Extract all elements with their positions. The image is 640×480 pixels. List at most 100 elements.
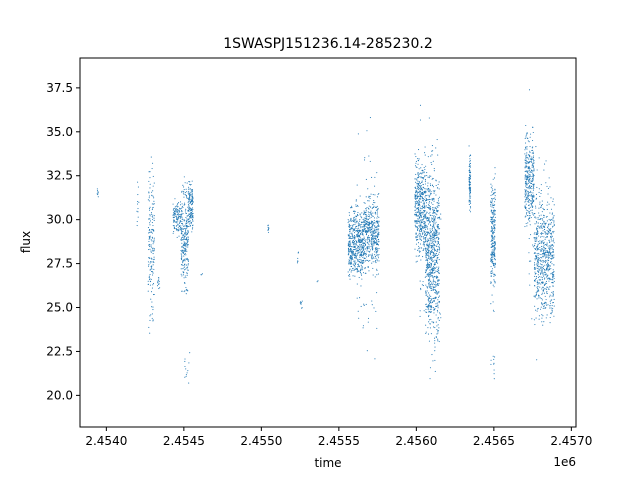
data-point [546, 282, 548, 284]
data-point [436, 249, 438, 251]
data-point [436, 234, 438, 236]
data-point [371, 255, 373, 257]
data-point [419, 221, 421, 224]
data-point [419, 205, 421, 207]
data-point [149, 187, 151, 189]
data-point [430, 264, 432, 266]
data-point [544, 268, 546, 271]
data-point [493, 231, 495, 233]
data-point [420, 219, 422, 221]
data-point [373, 237, 375, 239]
data-point [537, 243, 539, 245]
data-point [532, 196, 534, 198]
data-point [364, 227, 366, 230]
data-point [528, 204, 530, 206]
data-point [349, 244, 351, 246]
data-point [185, 246, 187, 248]
data-point [438, 280, 440, 282]
data-point [490, 216, 492, 218]
data-point [527, 192, 529, 194]
data-point [431, 256, 433, 259]
data-point [439, 313, 441, 315]
data-point [432, 242, 434, 244]
data-point [428, 275, 430, 277]
data-point [188, 218, 190, 221]
data-point [435, 303, 437, 305]
data-point [529, 145, 531, 148]
data-point [350, 248, 352, 250]
data-point [436, 138, 438, 141]
data-point [376, 247, 378, 249]
data-point [437, 340, 439, 342]
data-point [425, 234, 427, 236]
data-point [550, 252, 552, 254]
data-point [183, 176, 185, 178]
data-point [435, 209, 438, 211]
data-point [543, 169, 545, 171]
data-point [525, 198, 527, 201]
data-point [535, 272, 537, 274]
data-point [147, 199, 149, 201]
data-point [548, 280, 550, 282]
data-point [428, 231, 430, 233]
data-point [425, 257, 427, 259]
data-point [420, 215, 422, 217]
data-point [191, 231, 193, 233]
data-point [431, 298, 433, 300]
data-point [356, 235, 358, 237]
data-point [418, 158, 420, 160]
data-point [542, 230, 544, 232]
data-point [177, 213, 179, 215]
data-point [437, 307, 439, 309]
data-point [374, 194, 376, 196]
data-point [419, 227, 422, 229]
data-point [348, 242, 350, 244]
data-point [180, 253, 182, 255]
data-point [425, 205, 427, 207]
data-point [492, 232, 494, 234]
data-point [351, 255, 353, 258]
data-point [349, 245, 351, 247]
data-point [423, 242, 425, 244]
data-point [417, 215, 419, 217]
data-point [376, 220, 378, 222]
data-point [361, 229, 363, 231]
data-point [550, 261, 552, 263]
data-point [352, 230, 354, 232]
data-point [469, 185, 471, 187]
data-point [149, 332, 151, 334]
data-point [433, 284, 435, 286]
data-point [153, 200, 155, 202]
data-point [377, 233, 379, 235]
data-point [544, 257, 547, 259]
data-point [420, 238, 422, 240]
data-point [429, 258, 431, 260]
data-point [355, 250, 357, 253]
data-point [436, 224, 438, 226]
data-point [182, 246, 184, 248]
data-point [430, 191, 432, 193]
data-point [432, 223, 434, 225]
data-point [428, 316, 430, 318]
data-point [191, 202, 193, 204]
data-point [347, 243, 350, 246]
data-point [424, 152, 426, 154]
data-point [426, 311, 428, 314]
data-point [432, 225, 434, 227]
data-point [368, 223, 370, 225]
data-point [377, 250, 379, 252]
data-point [531, 199, 533, 202]
chart-title: 1SWASPJ151236.14-285230.2 [223, 36, 432, 52]
data-point [536, 246, 538, 248]
data-point [268, 227, 270, 229]
data-point [352, 239, 354, 241]
data-point [541, 264, 543, 266]
data-point [553, 215, 555, 217]
data-point [531, 204, 533, 207]
data-point [416, 197, 418, 199]
data-point [530, 210, 532, 212]
data-point [553, 280, 555, 282]
data-point [192, 217, 194, 219]
data-point [190, 213, 192, 215]
data-point [421, 216, 423, 219]
